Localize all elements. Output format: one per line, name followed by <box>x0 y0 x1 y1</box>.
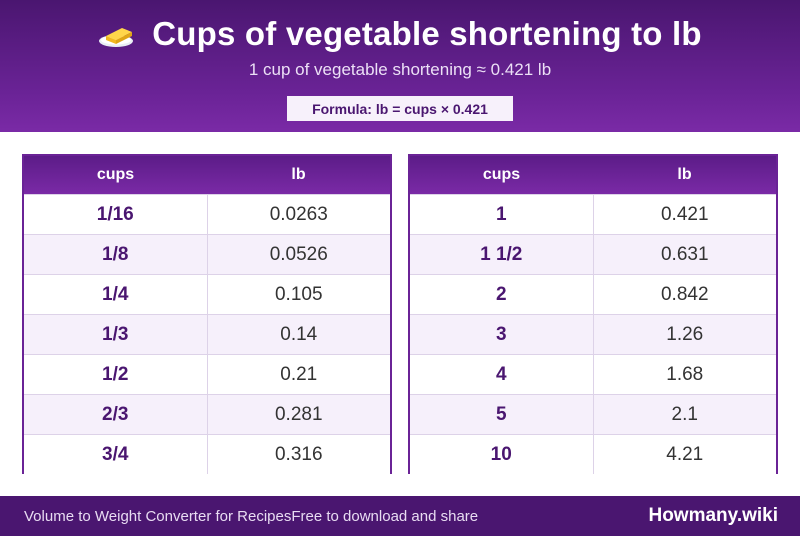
cups-value: 5 <box>410 395 594 434</box>
table-row: 10 4.21 <box>410 434 776 474</box>
cups-value: 2 <box>410 275 594 314</box>
cups-value: 10 <box>410 435 594 474</box>
page-title: Cups of vegetable shortening to lb <box>152 15 702 52</box>
column-header-cups: cups <box>482 166 521 183</box>
lb-value: 0.631 <box>660 243 709 265</box>
table-body: 1 0.421 1 1/2 0.631 2 0.842 3 1.26 4 1.68 5 2.1 10 4.… <box>410 194 776 474</box>
table-row: 1 0.421 <box>410 194 776 234</box>
table-row: 1/3 0.14 <box>24 314 390 354</box>
formula-badge: Formula: lb = cups × 0.421 <box>287 96 513 121</box>
cups-value: 1 <box>410 195 594 234</box>
footer-description: Volume to Weight Converter for RecipesFr… <box>24 507 479 525</box>
conversion-table-right: cups lb 1 0.421 1 1/2 0.631 2 0.842 3 1.26 4 1.68… <box>408 154 778 474</box>
conversion-table-left: cups lb 1/16 0.0263 1/8 0.0526 1/4 0.105 1/3 0.… <box>22 154 392 474</box>
footer: Volume to Weight Converter for RecipesFr… <box>0 496 800 536</box>
table-row: 1/4 0.105 <box>24 274 390 314</box>
cups-value: 1 1/2 <box>410 235 594 274</box>
cups-value: 1/4 <box>24 275 208 314</box>
table-row: 1 1/2 0.631 <box>410 234 776 274</box>
cups-value: 4 <box>410 355 594 394</box>
lb-value: 1.68 <box>666 363 704 385</box>
column-header-lb: lb <box>291 166 306 183</box>
table-row: 5 2.1 <box>410 394 776 434</box>
lb-value: 0.21 <box>280 363 318 385</box>
cups-value: 2/3 <box>24 395 208 434</box>
title-row: Cups of vegetable shortening to lb <box>0 14 800 54</box>
lb-value: 0.316 <box>274 443 323 465</box>
table-row: 1/8 0.0526 <box>24 234 390 274</box>
table-row: 1/2 0.21 <box>24 354 390 394</box>
cups-value: 1/16 <box>24 195 208 234</box>
table-row: 2 0.842 <box>410 274 776 314</box>
column-header-lb: lb <box>677 166 692 183</box>
lb-value: 0.0526 <box>269 243 328 265</box>
cups-value: 3 <box>410 315 594 354</box>
butter-stick-icon <box>98 19 138 49</box>
lb-value: 1.26 <box>666 323 704 345</box>
table-body: 1/16 0.0263 1/8 0.0526 1/4 0.105 1/3 0.14 1/2 0.2… <box>24 194 390 474</box>
lb-value: 0.105 <box>274 283 323 305</box>
table-row: 3 1.26 <box>410 314 776 354</box>
subtitle: 1 cup of vegetable shortening ≈ 0.421 lb <box>248 60 552 79</box>
cups-value: 1/2 <box>24 355 208 394</box>
lb-value: 0.421 <box>660 203 709 225</box>
table-row: 4 1.68 <box>410 354 776 394</box>
brand-link[interactable]: Howmany.wiki <box>648 505 778 526</box>
table-row: 1/16 0.0263 <box>24 194 390 234</box>
lb-value: 0.0263 <box>269 203 328 225</box>
header: Cups of vegetable shortening to lb 1 cup… <box>0 0 800 132</box>
lb-value: 0.14 <box>280 323 318 345</box>
lb-value: 0.842 <box>660 283 709 305</box>
column-header-cups: cups <box>96 166 135 183</box>
table-header: cups lb <box>24 156 390 194</box>
table-row: 2/3 0.281 <box>24 394 390 434</box>
lb-value: 4.21 <box>666 443 704 465</box>
cups-value: 1/3 <box>24 315 208 354</box>
lb-value: 0.281 <box>274 403 323 425</box>
cups-value: 1/8 <box>24 235 208 274</box>
cups-value: 3/4 <box>24 435 208 474</box>
table-row: 3/4 0.316 <box>24 434 390 474</box>
lb-value: 2.1 <box>671 403 698 425</box>
table-header: cups lb <box>410 156 776 194</box>
